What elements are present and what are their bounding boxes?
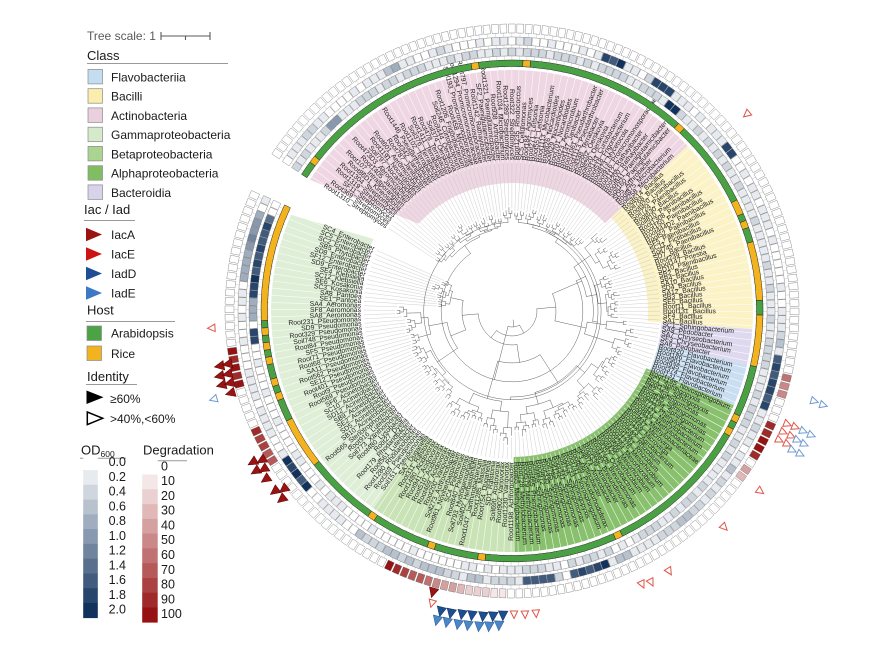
svg-text:≥60%: ≥60% (110, 392, 141, 406)
svg-text:Root1289_Streptomyces: Root1289_Streptomyces (501, 85, 510, 161)
svg-text:IadE: IadE (111, 287, 136, 301)
svg-text:SB3_Bacillus: SB3_Bacillus (662, 291, 703, 302)
svg-text:Bacteroidia: Bacteroidia (111, 186, 171, 200)
svg-text:Bacilli: Bacilli (111, 90, 142, 104)
svg-text:SA8_Aeromonas: SA8_Aeromonas (310, 312, 362, 320)
svg-text:1.8: 1.8 (109, 588, 126, 602)
svg-text:Class: Class (87, 48, 120, 63)
svg-text:SE1_Pantoea: SE1_Pantoea (319, 295, 362, 305)
svg-text:SA4_Aeromonas: SA4_Aeromonas (310, 301, 362, 310)
svg-text:0: 0 (161, 459, 168, 473)
svg-text:1.4: 1.4 (109, 558, 126, 572)
svg-text:SE5_Bacillus: SE5_Bacillus (663, 297, 704, 306)
svg-text:Alphaproteobacteria: Alphaproteobacteria (111, 167, 219, 181)
svg-text:1.6: 1.6 (109, 573, 126, 587)
svg-text:Root1235_Rhodococcus: Root1235_Rhodococcus (513, 85, 522, 160)
svg-text:Root322_Streptomyces: Root322_Streptomyces (508, 89, 515, 161)
svg-text:Host: Host (87, 303, 114, 318)
svg-text:Actinobacteria: Actinobacteria (111, 109, 187, 123)
svg-text:IacE: IacE (111, 248, 135, 262)
svg-text:80: 80 (161, 578, 175, 592)
svg-text:50: 50 (161, 533, 175, 547)
svg-text:SF4_Bacillus: SF4_Bacillus (663, 313, 703, 321)
svg-text:2.0: 2.0 (109, 603, 126, 617)
svg-text:1.0: 1.0 (109, 529, 126, 543)
svg-text:Tree scale: 1: Tree scale: 1 (87, 29, 156, 43)
svg-text:SA8_Pantoea: SA8_Pantoea (320, 290, 363, 301)
svg-text:SA1_Bacillus: SA1_Bacillus (662, 317, 703, 326)
svg-text:90: 90 (161, 592, 175, 606)
svg-text:1.2: 1.2 (109, 544, 126, 558)
svg-text:0.4: 0.4 (109, 485, 126, 499)
svg-text:0.2: 0.2 (109, 470, 126, 484)
svg-text:0.0: 0.0 (109, 455, 126, 469)
svg-text:Root65_Methylobacterium: Root65_Methylobacterium (512, 462, 521, 542)
svg-text:Root1034_Microbacterium: Root1034_Microbacterium (494, 81, 506, 161)
svg-text:Betaproteobacteria: Betaproteobacteria (111, 147, 213, 161)
svg-text:Arabidopsis: Arabidopsis (111, 327, 174, 341)
svg-text:20: 20 (161, 489, 175, 503)
svg-text:Degradation: Degradation (143, 443, 214, 458)
svg-text:Root1230_Variovorax: Root1230_Variovorax (502, 461, 511, 527)
svg-text:SC5_Cellulomonas: SC5_Cellulomonas (518, 101, 528, 160)
svg-text:Root902_Variovorax: Root902_Variovorax (496, 461, 507, 523)
svg-text:>40%,<60%: >40%,<60% (110, 412, 176, 426)
svg-text:Root11_Bacillus: Root11_Bacillus (663, 302, 712, 310)
svg-text:Root728_Methylobacterium: Root728_Methylobacterium (516, 462, 528, 546)
svg-text:100: 100 (161, 607, 182, 621)
svg-text:Root1198_Achromobacter: Root1198_Achromobacter (508, 461, 515, 541)
svg-text:SF8_Aeromonas: SF8_Aeromonas (310, 307, 362, 314)
svg-text:0.6: 0.6 (109, 499, 126, 513)
svg-text:Identity: Identity (87, 369, 129, 384)
svg-text:Rice: Rice (111, 347, 135, 361)
svg-text:Root231_Pseudomonas: Root231_Pseudomonas (288, 316, 362, 327)
svg-text:60: 60 (161, 548, 175, 562)
svg-text:IacA: IacA (111, 228, 135, 242)
svg-text:10: 10 (161, 474, 175, 488)
svg-text:IadD: IadD (111, 267, 137, 281)
svg-text:70: 70 (161, 563, 175, 577)
svg-text:30: 30 (161, 504, 175, 518)
svg-text:Iac / Iad: Iac / Iad (84, 202, 130, 217)
svg-text:Flavobacteriia: Flavobacteriia (111, 70, 186, 84)
svg-text:40: 40 (161, 519, 175, 533)
svg-text:0.8: 0.8 (109, 514, 126, 528)
svg-text:Root131_Bacillus: Root131_Bacillus (663, 308, 717, 315)
svg-text:Gammaproteobacteria: Gammaproteobacteria (111, 128, 231, 142)
